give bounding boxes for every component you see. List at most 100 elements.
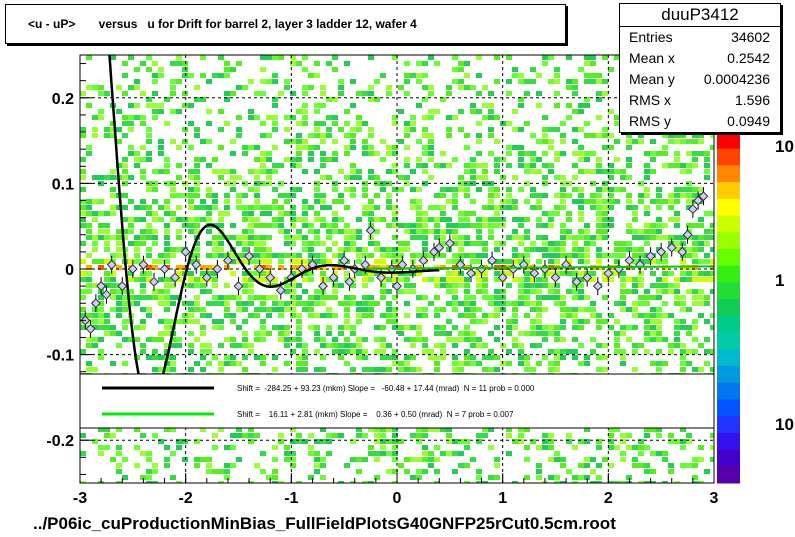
profile-point	[418, 255, 429, 266]
palette-band	[717, 449, 740, 467]
stats-row-mean-y: Mean y 0.0004236	[620, 69, 780, 90]
profile-point	[90, 298, 101, 309]
x-tick-label: 2	[604, 490, 613, 507]
profile-point	[222, 255, 233, 266]
stats-row-rms-y: RMS y 0.0949	[620, 111, 780, 132]
legend-box	[79, 373, 715, 429]
palette-band	[717, 399, 740, 417]
profile-point	[201, 272, 212, 283]
profile-point	[138, 259, 149, 270]
x-tick-label: 0	[393, 490, 402, 507]
stats-value: 0.2542	[727, 50, 770, 66]
profile-point	[106, 259, 117, 270]
x-tick-label: -3	[73, 490, 87, 507]
profile-point	[582, 272, 593, 283]
profile-point	[466, 268, 476, 279]
palette-band	[717, 432, 740, 451]
profile-point	[624, 255, 635, 266]
stats-label: RMS y	[629, 113, 671, 129]
profile-point	[698, 191, 709, 202]
profile-point	[487, 255, 498, 266]
stats-row-entries: Entries 34602	[620, 27, 780, 48]
profile-point	[244, 251, 255, 262]
palette-band	[717, 148, 740, 166]
legend-text: Shift = 16.11 + 2.81 (mkm) Slope = 0.36 …	[237, 410, 514, 419]
profile-point	[170, 272, 181, 283]
palette-band	[717, 299, 740, 317]
palette-tick-label: 10	[775, 415, 794, 434]
profile-point	[96, 281, 107, 292]
stats-label: Entries	[629, 29, 673, 45]
stats-row-rms-x: RMS x 1.596	[620, 90, 780, 111]
fit-legend: Shift = -284.25 + 93.23 (mkm) Slope = -6…	[79, 373, 715, 429]
profile-point	[233, 281, 244, 292]
palette-band	[717, 466, 740, 484]
profile-point	[85, 323, 96, 334]
x-tick-label: -1	[284, 490, 298, 507]
y-tick-label: -0.1	[46, 348, 74, 365]
profile-point	[212, 264, 223, 274]
profile-point	[365, 225, 376, 236]
palette-band	[717, 349, 740, 367]
stats-box: duuP3412 Entries 34602 Mean x 0.2542 Mea…	[619, 3, 781, 133]
profile-point	[376, 272, 387, 283]
axes: -3 -2 -1 0 1 2 3 -0.2 -0.1 0 0.1 0.2	[46, 63, 719, 507]
profile-point	[149, 276, 159, 287]
profile-point	[603, 268, 614, 279]
x-tick-label: -2	[179, 490, 193, 507]
stats-name: duuP3412	[620, 4, 780, 27]
profile-point	[191, 259, 202, 270]
profile-point	[434, 242, 445, 253]
y-tick-label: -0.2	[46, 433, 74, 450]
palette-band	[717, 282, 740, 300]
profile-point	[571, 276, 582, 287]
palette-band	[717, 182, 740, 200]
profile-point	[397, 259, 408, 270]
palette-tick-label: 10	[775, 137, 794, 156]
profile-point	[275, 285, 286, 296]
stats-value: 34602	[731, 29, 770, 45]
profile-point	[682, 229, 693, 240]
profile-point	[687, 204, 698, 215]
profile-point	[159, 264, 170, 274]
profile-point	[656, 246, 667, 257]
profile-point	[677, 246, 688, 257]
profile-point	[497, 272, 508, 283]
y-tick-label: 0	[65, 262, 74, 279]
x-tick-label: 1	[498, 490, 507, 507]
palette-band	[717, 232, 740, 250]
palette-band	[717, 265, 740, 283]
palette-tick-label: 1	[775, 271, 784, 290]
palette-band	[717, 315, 740, 334]
profile-point	[127, 264, 138, 274]
profile-point	[318, 281, 328, 292]
y-tick-label: 0.2	[52, 91, 74, 108]
stats-row-mean-x: Mean x 0.2542	[620, 48, 780, 69]
profile-point	[444, 238, 455, 249]
stats-value: 1.596	[734, 92, 770, 108]
palette-band	[717, 416, 740, 434]
legend-text: Shift = -284.25 + 93.23 (mkm) Slope = -6…	[237, 384, 535, 393]
profile-point	[328, 272, 339, 283]
profile-point	[392, 281, 402, 292]
profile-point	[429, 246, 439, 257]
profile-point	[455, 259, 466, 270]
profile-point	[265, 272, 276, 283]
profile-point	[550, 272, 561, 283]
chart-title: <u - uP> versus u for Drift for barrel 2…	[28, 17, 417, 31]
palette-band	[717, 332, 740, 350]
profile-point	[254, 264, 265, 274]
profile-point	[693, 195, 704, 206]
palette-band	[717, 132, 740, 150]
profile-point	[592, 281, 603, 292]
palette-band	[717, 249, 740, 267]
palette-band	[717, 366, 740, 384]
profile-point	[101, 289, 112, 300]
profile-point	[666, 242, 677, 253]
y-tick-label: 0.1	[52, 176, 74, 193]
stats-label: Mean x	[629, 50, 675, 66]
profile-point	[117, 281, 128, 292]
color-palette: 10 1 10	[717, 132, 794, 484]
palette-band	[717, 382, 740, 400]
